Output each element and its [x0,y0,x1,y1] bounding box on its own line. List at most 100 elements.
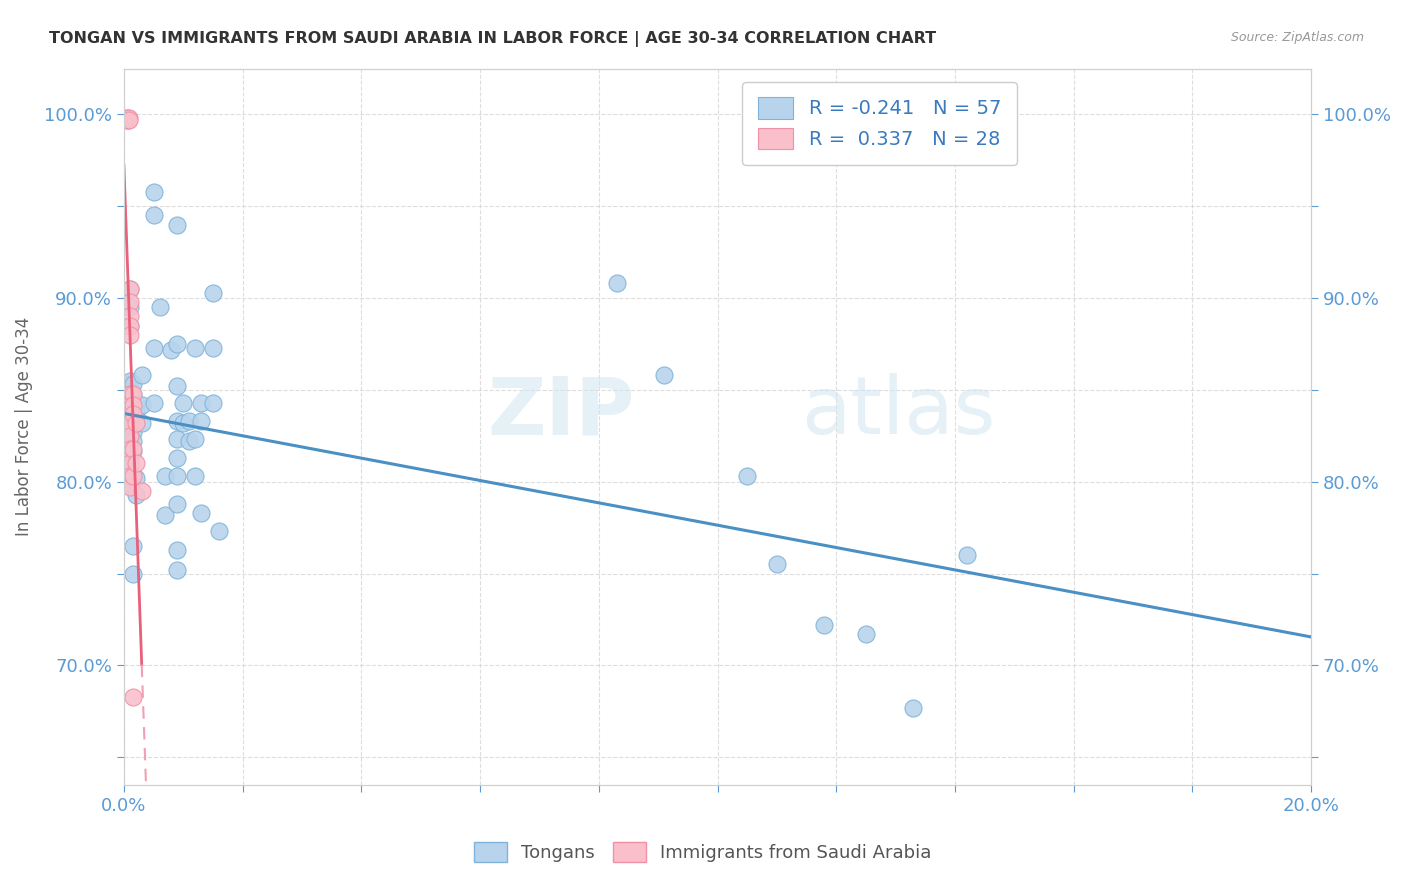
Point [118,398,141,412]
Point [121,388,143,402]
Point [735,469,758,483]
Point [118,442,141,456]
Point [118,425,141,439]
Point [142,185,165,199]
Point [131,368,153,383]
Point [142,341,165,355]
Point [184,341,207,355]
Point [166,497,188,511]
Point [190,396,212,410]
Point [121,442,143,456]
Point [118,412,141,426]
Point [121,566,143,581]
Point [118,310,141,324]
Point [125,471,148,485]
Point [208,524,231,539]
Point [118,434,141,449]
Point [115,425,138,439]
Point [118,327,141,342]
Text: ZIP: ZIP [488,374,634,451]
Point [115,456,138,470]
Point [166,337,188,351]
Point [118,386,141,401]
Point [118,450,141,465]
Point [118,374,141,388]
Point [118,442,141,456]
Point [115,112,138,127]
Point [118,112,141,127]
Point [155,469,177,483]
Point [855,627,877,641]
Point [117,112,139,127]
Point [131,483,153,498]
Point [179,414,201,428]
Point [115,419,138,434]
Point [652,368,675,383]
Point [121,386,143,401]
Point [184,433,207,447]
Point [118,318,141,333]
Point [117,469,139,483]
Point [118,469,141,483]
Point [125,487,148,501]
Point [125,416,148,430]
Point [118,405,141,419]
Text: atlas: atlas [800,374,995,451]
Point [166,433,188,447]
Point [166,542,188,557]
Point [166,218,188,232]
Text: TONGAN VS IMMIGRANTS FROM SAUDI ARABIA IN LABOR FORCE | AGE 30-34 CORRELATION CH: TONGAN VS IMMIGRANTS FROM SAUDI ARABIA I… [49,31,936,47]
Point [172,396,194,410]
Point [813,618,835,632]
Point [142,209,165,223]
Point [115,377,138,392]
Point [142,396,165,410]
Point [766,558,789,572]
Point [166,414,188,428]
Point [115,405,138,419]
Point [118,476,141,491]
Point [184,469,207,483]
Point [118,282,141,296]
Point [125,405,148,419]
Point [118,469,141,483]
Point [121,377,143,392]
Point [155,508,177,522]
Point [115,442,138,456]
Point [118,398,141,412]
Point [121,690,143,704]
Point [121,434,143,449]
Point [903,700,925,714]
Point [121,398,143,412]
Point [118,300,141,314]
Point [115,414,138,428]
Point [121,469,143,483]
Point [166,450,188,465]
Point [115,396,138,410]
Point [125,456,148,470]
Point [118,429,141,443]
Point [117,111,139,125]
Point [121,416,143,430]
Point [190,414,212,428]
Point [118,407,141,421]
Point [118,111,141,125]
Legend: Tongans, Immigrants from Saudi Arabia: Tongans, Immigrants from Saudi Arabia [467,835,939,870]
Point [118,456,141,470]
Point [956,548,979,562]
Point [148,300,170,314]
Point [131,416,153,430]
Point [160,343,183,357]
Point [166,563,188,577]
Point [121,398,143,412]
Point [201,285,224,300]
Point [166,469,188,483]
Point [201,396,224,410]
Point [190,506,212,520]
Point [118,282,141,296]
Point [118,419,141,434]
Point [118,460,141,475]
Point [118,318,141,333]
Point [115,386,138,401]
Point [121,539,143,553]
